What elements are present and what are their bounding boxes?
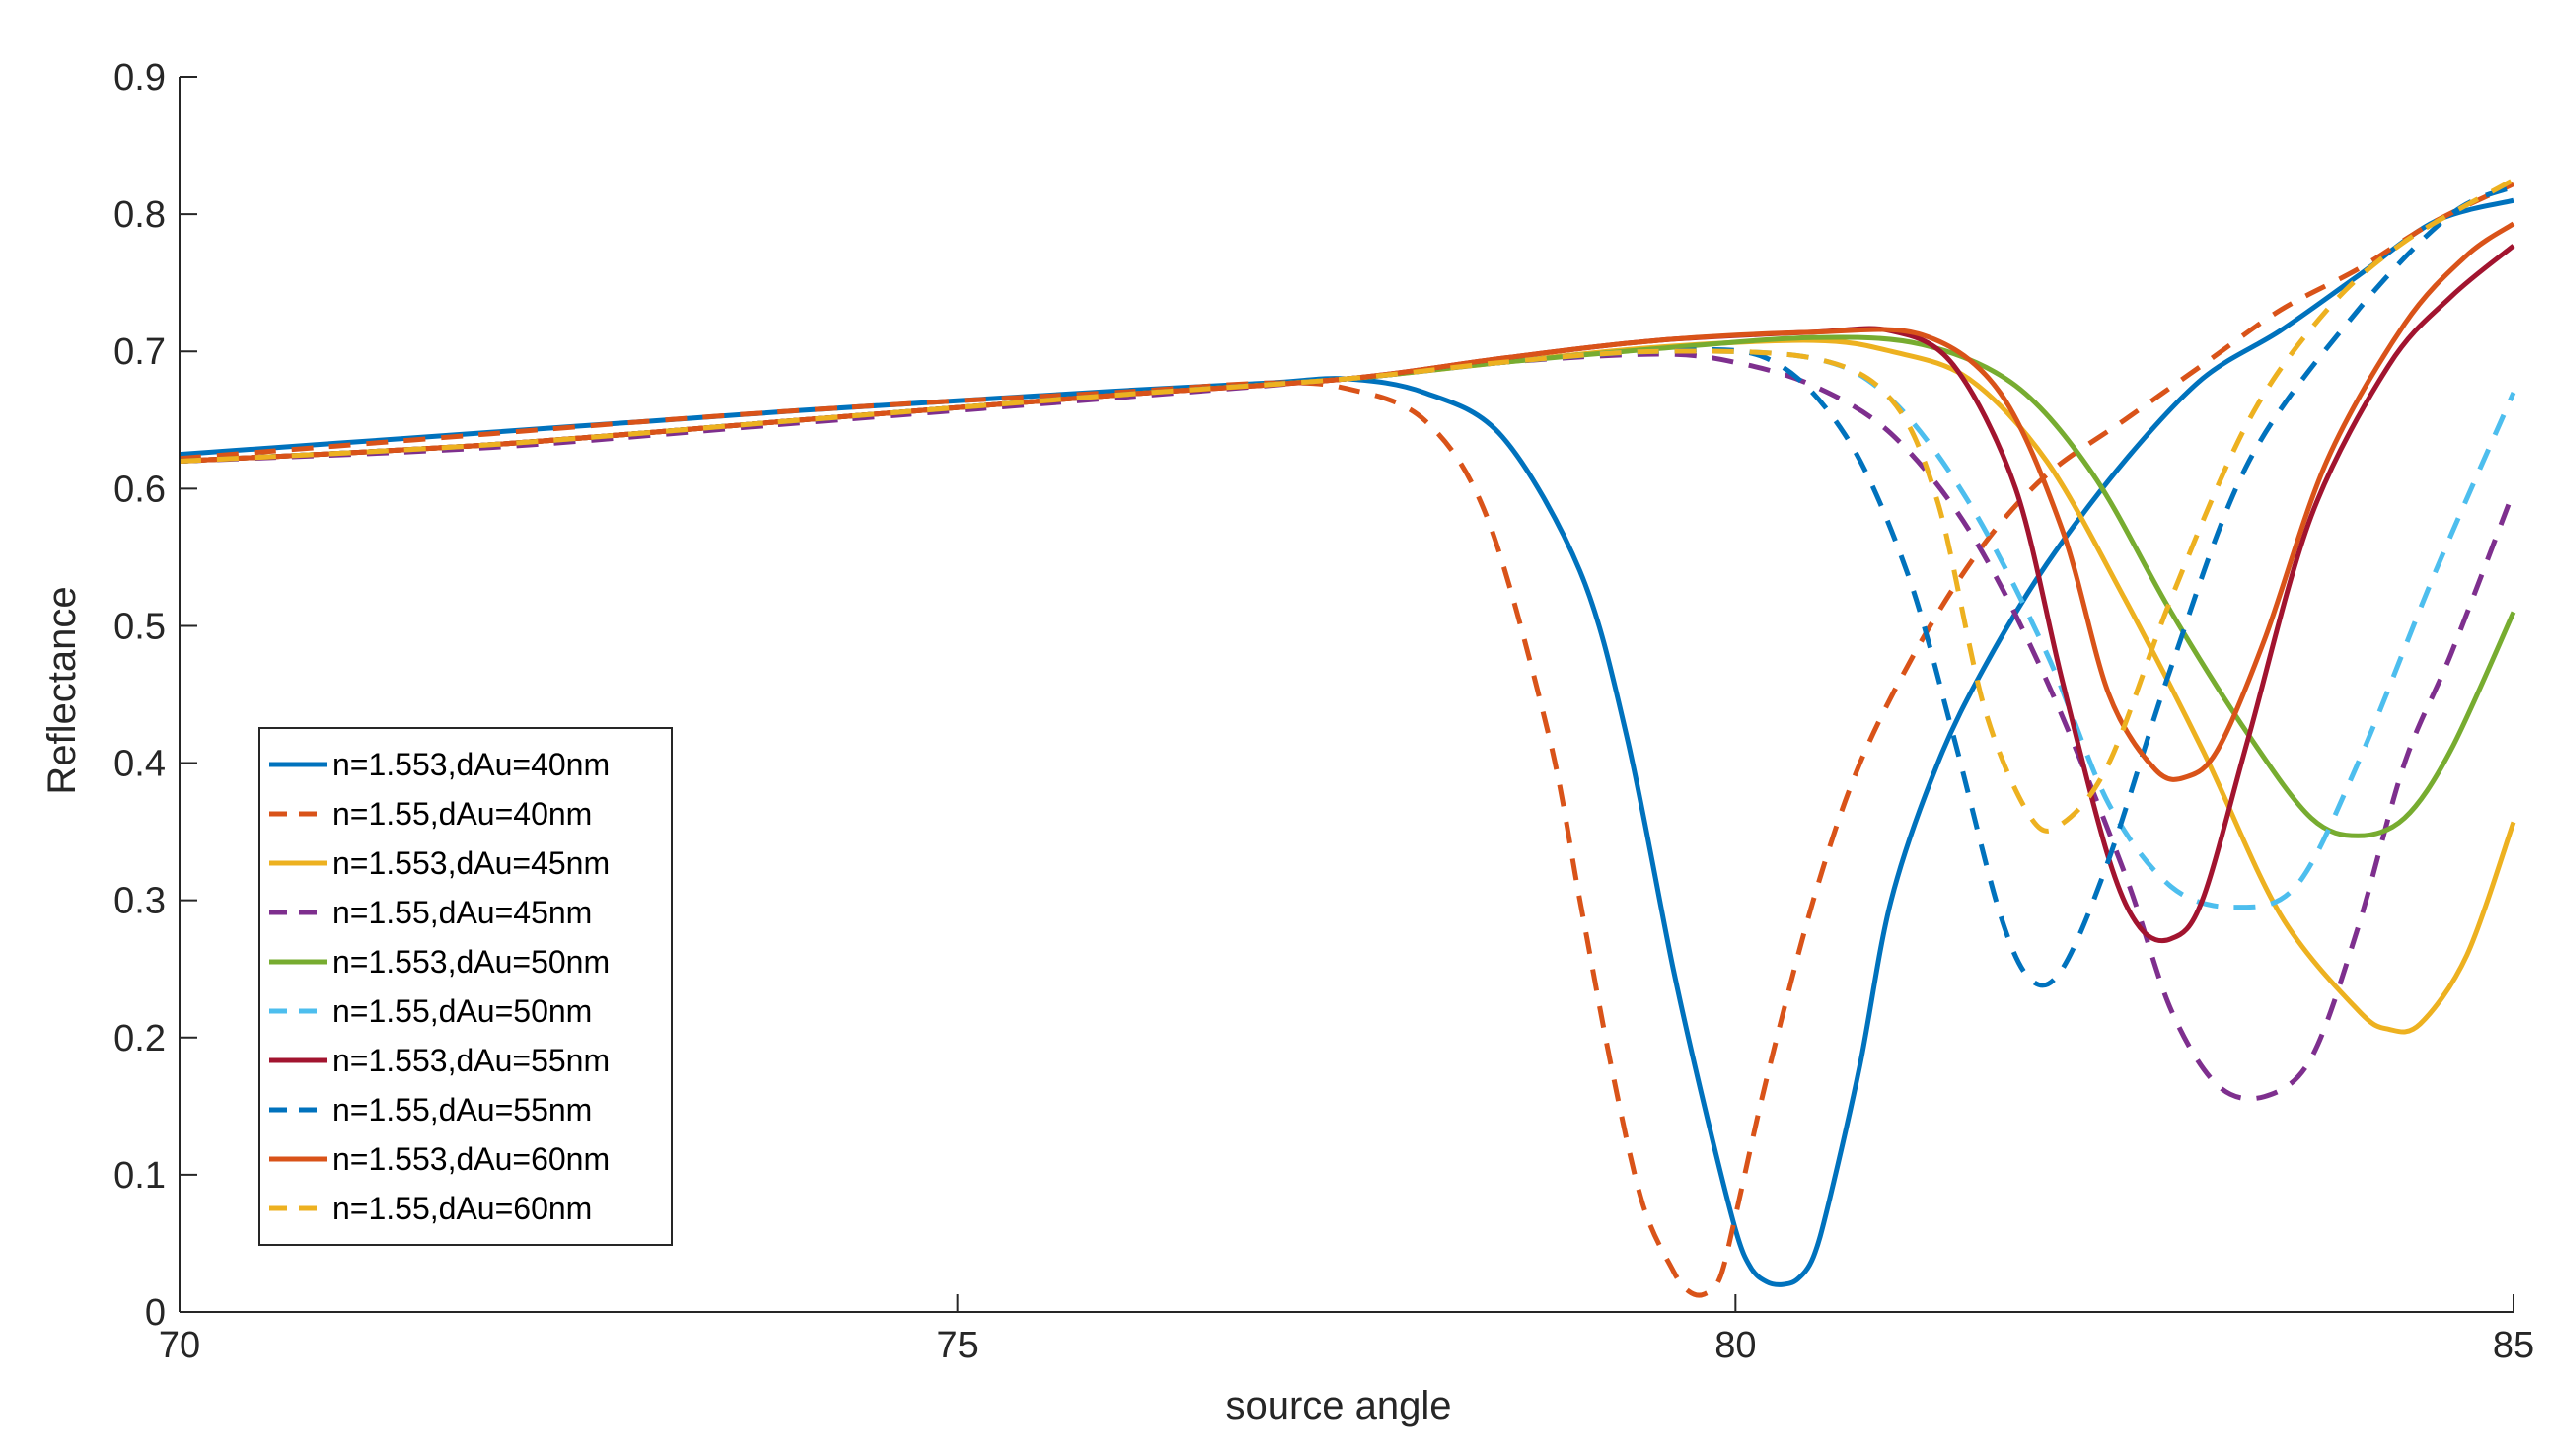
legend-label: n=1.553,dAu=50nm: [332, 944, 610, 980]
legend-label: n=1.553,dAu=60nm: [332, 1141, 610, 1177]
legend-label: n=1.553,dAu=40nm: [332, 747, 610, 782]
legend-label: n=1.55,dAu=50nm: [332, 993, 592, 1029]
legend-label: n=1.55,dAu=40nm: [332, 796, 592, 832]
x-tick-label: 70: [159, 1325, 200, 1366]
y-tick-label: 0: [145, 1292, 166, 1334]
series-layer: [179, 178, 2516, 1298]
series-line-10: [179, 178, 2515, 834]
series-line-4: [179, 351, 2516, 1102]
legend-label: n=1.55,dAu=60nm: [332, 1191, 592, 1226]
y-tick-label: 0.8: [113, 194, 166, 236]
series-line-1: [179, 197, 2514, 1287]
legend-label: n=1.553,dAu=45nm: [332, 845, 610, 881]
legend: n=1.553,dAu=40nm n=1.55,dAu=40nm n=1.553,d…: [258, 727, 673, 1246]
y-tick-label: 0.4: [113, 744, 166, 785]
legend-label: n=1.553,dAu=55nm: [332, 1043, 610, 1078]
y-tick-label: 0.1: [113, 1155, 166, 1197]
x-tick-label: 75: [937, 1325, 979, 1366]
x-tick-label: 85: [2493, 1325, 2534, 1366]
y-tick-label: 0.3: [113, 881, 166, 922]
series-line-2: [179, 182, 2515, 1298]
y-axis-label: Reflectance: [40, 586, 84, 794]
legend-box: [258, 727, 673, 1246]
y-tick-label: 0.5: [113, 606, 166, 647]
y-tick-label: 0.2: [113, 1018, 166, 1059]
y-tick-label: 0.9: [113, 57, 166, 99]
x-tick-label: 80: [1714, 1325, 1756, 1366]
y-tick-label: 0.7: [113, 331, 166, 373]
x-axis-label: source angle: [1225, 1384, 1451, 1427]
legend-label: n=1.55,dAu=55nm: [332, 1092, 592, 1128]
legend-label: n=1.55,dAu=45nm: [332, 895, 592, 930]
y-tick-label: 0.6: [113, 469, 166, 510]
axes-layer: 0 0.1 0.2 0.3 0.4 0.5 0.6 0.7 0.8 0.9 70 75 80 85: [113, 57, 2534, 1366]
